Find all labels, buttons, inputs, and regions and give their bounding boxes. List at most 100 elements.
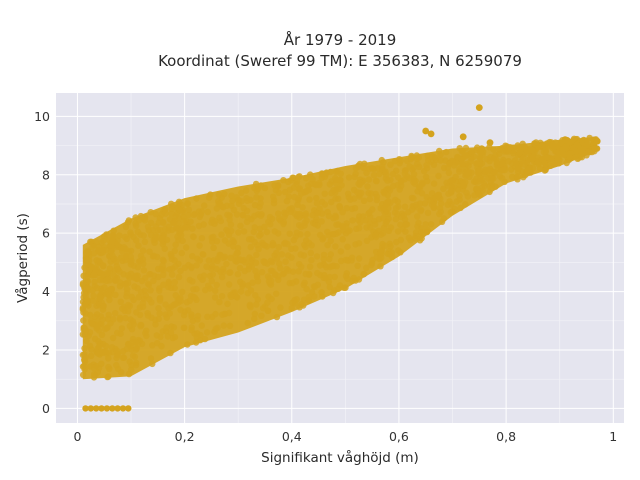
data-point	[139, 299, 147, 307]
data-point	[202, 286, 209, 294]
data-point	[578, 149, 585, 156]
data-point	[264, 307, 272, 314]
data-point	[424, 226, 431, 234]
data-point	[345, 174, 353, 181]
data-point	[424, 177, 431, 185]
data-point	[151, 239, 158, 246]
data-point	[169, 271, 176, 278]
data-point	[172, 241, 179, 248]
data-point	[319, 236, 326, 243]
data-point	[239, 280, 246, 288]
y-axis-label: Vågperiod (s)	[14, 213, 31, 303]
data-point	[372, 177, 380, 184]
data-point	[501, 166, 509, 174]
data-point	[112, 258, 120, 265]
data-point	[201, 335, 209, 343]
data-point	[252, 259, 260, 266]
data-point	[83, 249, 90, 256]
data-point	[179, 237, 186, 244]
data-point	[185, 211, 192, 219]
data-point	[314, 269, 321, 277]
data-point	[251, 212, 258, 220]
data-point	[146, 296, 153, 303]
data-point	[318, 170, 326, 177]
data-point	[360, 271, 367, 278]
data-point	[275, 210, 282, 217]
data-point	[368, 260, 376, 267]
data-point	[387, 243, 394, 250]
data-point	[336, 203, 343, 210]
data-point	[418, 235, 425, 242]
data-point	[253, 301, 260, 308]
data-point	[123, 286, 131, 293]
data-point	[179, 288, 186, 296]
data-point	[325, 212, 333, 220]
data-point	[82, 327, 90, 334]
data-point	[122, 223, 130, 231]
data-point	[275, 189, 282, 196]
data-point	[273, 249, 280, 257]
data-point	[344, 228, 352, 235]
data-point	[122, 252, 130, 260]
data-point	[419, 179, 426, 186]
data-point	[418, 225, 425, 232]
data-point	[392, 216, 400, 223]
data-point	[410, 195, 417, 202]
data-point	[297, 223, 305, 231]
data-point	[256, 232, 263, 239]
data-point	[149, 342, 156, 349]
data-point	[270, 200, 278, 207]
data-point	[196, 257, 203, 264]
data-point	[344, 275, 351, 282]
data-point	[218, 293, 226, 300]
y-tick-label: 8	[42, 167, 50, 182]
data-point	[84, 272, 92, 280]
data-point	[328, 198, 335, 206]
data-point	[93, 323, 101, 330]
data-point	[253, 194, 260, 201]
data-point	[104, 269, 111, 277]
data-point-zero	[98, 405, 105, 412]
data-point	[423, 162, 430, 169]
data-point	[175, 273, 183, 281]
data-point	[159, 256, 167, 263]
data-point	[339, 224, 346, 231]
data-point	[153, 332, 160, 339]
data-point	[379, 230, 387, 237]
data-point	[368, 165, 376, 172]
data-point	[440, 185, 447, 192]
data-point	[176, 296, 183, 303]
data-point	[165, 305, 172, 312]
data-point	[421, 200, 429, 207]
data-point	[216, 298, 223, 306]
y-tick-label: 0	[42, 401, 50, 416]
data-point	[339, 236, 346, 243]
data-point	[462, 201, 469, 208]
data-point	[301, 219, 308, 226]
y-tick-label: 10	[34, 109, 50, 124]
data-point	[155, 305, 162, 312]
data-point	[144, 312, 152, 319]
data-point	[204, 313, 211, 320]
data-point	[418, 190, 426, 197]
data-point	[197, 337, 204, 344]
data-point	[191, 294, 199, 301]
data-point	[332, 195, 339, 202]
data-point	[293, 296, 300, 303]
data-point	[363, 264, 370, 271]
data-point	[305, 294, 312, 301]
data-point	[339, 209, 346, 216]
data-point	[237, 222, 244, 229]
data-point	[226, 216, 233, 224]
data-point	[333, 221, 340, 228]
data-point	[414, 160, 421, 167]
data-point	[273, 313, 281, 321]
data-point	[228, 192, 235, 199]
data-point	[110, 316, 117, 323]
data-point	[154, 233, 161, 241]
data-point	[79, 371, 87, 379]
data-point	[447, 209, 455, 216]
data-point	[118, 325, 126, 332]
data-point	[422, 221, 429, 228]
x-axis-label: Signifikant våghöjd (m)	[261, 449, 419, 466]
